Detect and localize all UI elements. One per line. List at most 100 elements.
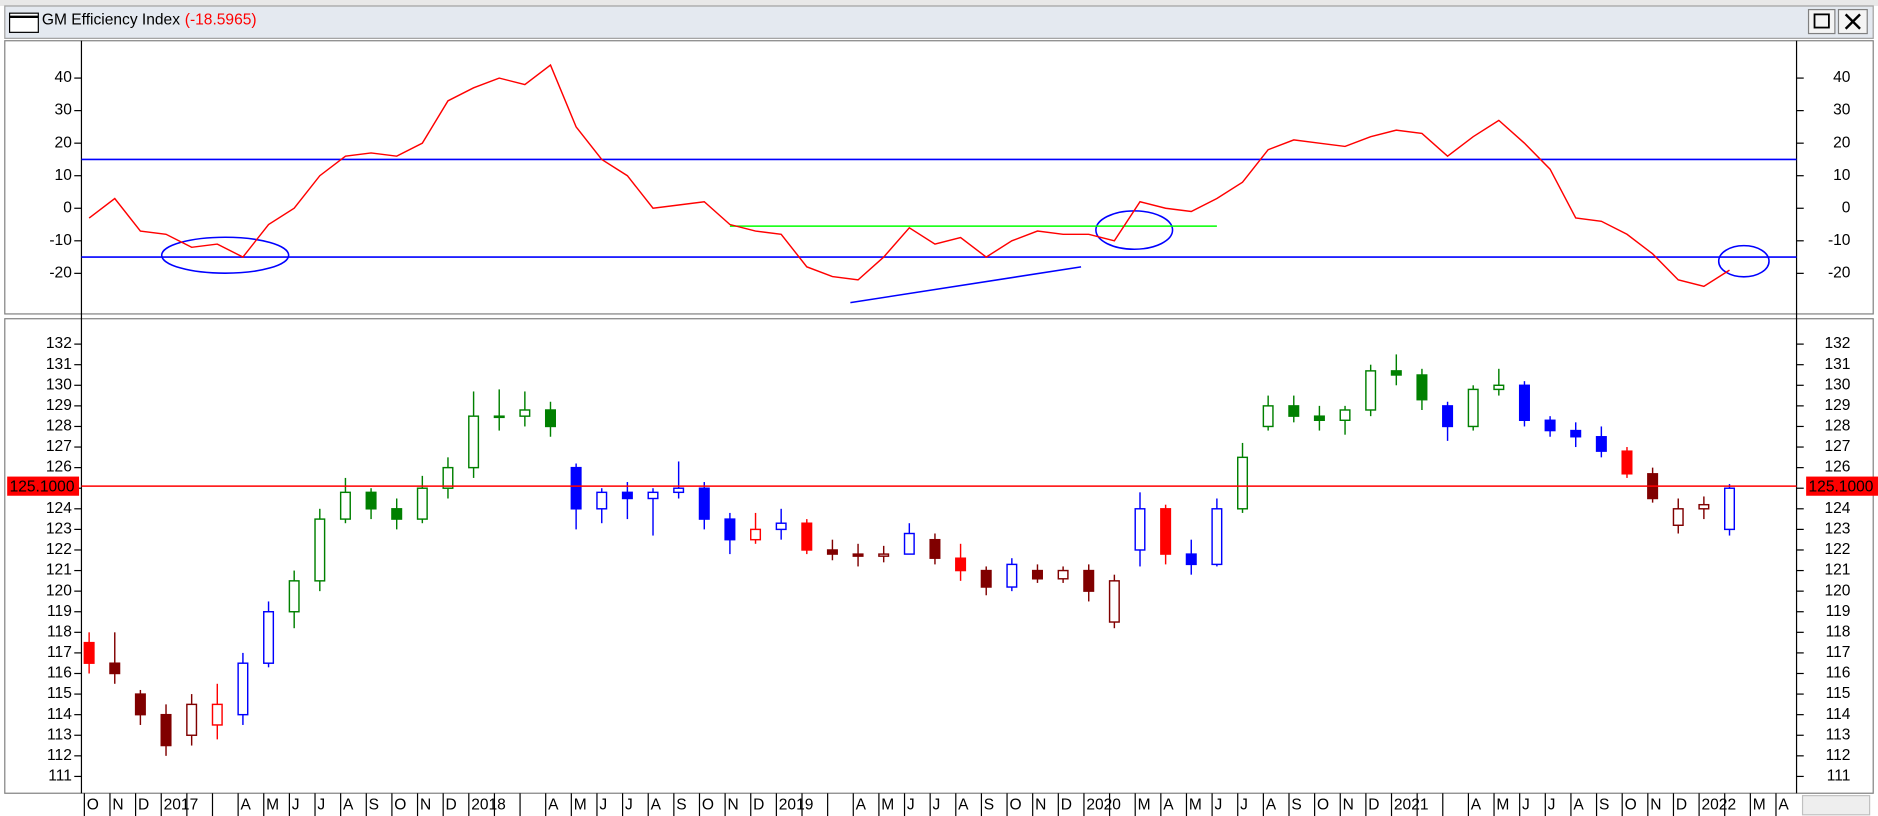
y-tick-label: 115 [47, 685, 72, 702]
x-tick-label: A [1163, 796, 1174, 813]
y-tick-label: 114 [47, 706, 72, 723]
candle-body [1365, 370, 1377, 411]
candle-body [929, 538, 941, 559]
candle-body [519, 409, 531, 417]
y-tick-label: -20 [1828, 264, 1851, 281]
x-tick-label: S [369, 796, 379, 813]
x-tick-label: 2018 [471, 796, 506, 813]
y-tick-label: 129 [1824, 397, 1850, 414]
y-tick-label: 120 [46, 582, 72, 599]
candle-body [1723, 487, 1736, 531]
candle-body [1057, 569, 1069, 580]
candle-body [314, 518, 326, 582]
x-tick-label: N [1650, 796, 1661, 813]
x-tick-label: J [599, 796, 607, 813]
candle-body [852, 553, 864, 557]
y-tick-label: 118 [47, 623, 72, 640]
price-level-label: 125.1000 [1809, 478, 1874, 495]
candle-body [1108, 580, 1120, 623]
x-tick-label: J [933, 796, 941, 813]
y-tick-label: 40 [55, 69, 73, 86]
x-tick-label: J [1522, 796, 1530, 813]
x-tick-label: A [343, 796, 354, 813]
x-tick-label: 2017 [164, 796, 199, 813]
candle-body [1595, 436, 1607, 452]
x-tick-label: J [1240, 796, 1248, 813]
y-tick-label: 126 [46, 459, 72, 476]
candle-body [1006, 563, 1018, 588]
candle-body [1493, 384, 1505, 391]
x-tick-label: J [292, 796, 300, 813]
y-tick-label: 122 [46, 541, 72, 558]
x-tick-label: O [702, 796, 714, 813]
x-tick-label: D [1676, 796, 1687, 813]
title-bar [4, 5, 1874, 39]
x-tick-label: A [856, 796, 867, 813]
y-tick-label: -10 [1828, 232, 1851, 249]
candle-body [903, 532, 915, 555]
x-tick-label: M [574, 796, 587, 813]
scroll-box[interactable] [1801, 795, 1871, 816]
y-tick-label: 119 [1826, 603, 1851, 620]
candle-body [263, 611, 275, 664]
candle-body [1672, 508, 1684, 526]
candle-body [801, 522, 813, 551]
candle-body [570, 466, 582, 510]
candle-body [1621, 450, 1633, 475]
maximize-button[interactable] [1807, 8, 1836, 35]
y-tick-label: 127 [1824, 438, 1850, 455]
y-tick-label: 117 [47, 644, 72, 661]
maximize-icon [1813, 13, 1830, 29]
y-tick-label: 115 [1826, 685, 1851, 702]
y-tick-label: 129 [46, 397, 72, 414]
y-tick-label: 128 [46, 418, 72, 435]
candle-body [160, 713, 172, 747]
price-level-box [7, 476, 80, 496]
candle-body [288, 580, 300, 613]
y-tick-label: 116 [47, 665, 72, 682]
y-tick-label: 123 [46, 520, 72, 537]
candle-body [647, 491, 659, 500]
y-tick-label: 132 [1824, 335, 1850, 352]
candle-body [365, 491, 377, 510]
x-tick-label: N [1343, 796, 1354, 813]
x-tick-label: N [112, 796, 123, 813]
x-tick-label: A [651, 796, 662, 813]
candle-body [468, 415, 480, 469]
candle-body [724, 518, 736, 541]
candle-body [775, 522, 787, 531]
candle-body [1313, 415, 1325, 421]
price-level-label: 125.1000 [10, 478, 75, 495]
candle-body [109, 662, 121, 675]
y-tick-label: 121 [46, 562, 72, 579]
y-tick-label: 119 [47, 603, 72, 620]
x-tick-label: N [1035, 796, 1046, 813]
y-tick-label: 132 [46, 335, 72, 352]
y-tick-label: -10 [49, 232, 72, 249]
x-tick-label: O [394, 796, 406, 813]
x-tick-label: S [984, 796, 994, 813]
candle-body [211, 703, 223, 726]
x-tick-label: A [958, 796, 969, 813]
y-tick-label: 130 [1824, 376, 1850, 393]
y-tick-label: 112 [47, 747, 72, 764]
candle-body [186, 703, 198, 736]
candle-body [1160, 508, 1172, 555]
y-tick-label: 114 [1826, 706, 1851, 723]
y-tick-label: 123 [1824, 520, 1850, 537]
y-tick-label: 111 [1827, 768, 1851, 785]
pane-value: (-18.5965) [185, 11, 257, 28]
candle-body [1083, 569, 1095, 592]
trend-line [850, 266, 1082, 304]
price-level-box [1806, 476, 1878, 496]
y-tick-label: 20 [1833, 134, 1851, 151]
x-tick-label: J [1548, 796, 1556, 813]
indicator-line [88, 63, 1730, 288]
x-tick-label: A [1266, 796, 1277, 813]
x-tick-label: O [87, 796, 99, 813]
y-tick-label: 126 [1824, 459, 1850, 476]
candle-body [391, 508, 403, 520]
x-tick-label: N [728, 796, 739, 813]
y-tick-label: 120 [1824, 582, 1850, 599]
